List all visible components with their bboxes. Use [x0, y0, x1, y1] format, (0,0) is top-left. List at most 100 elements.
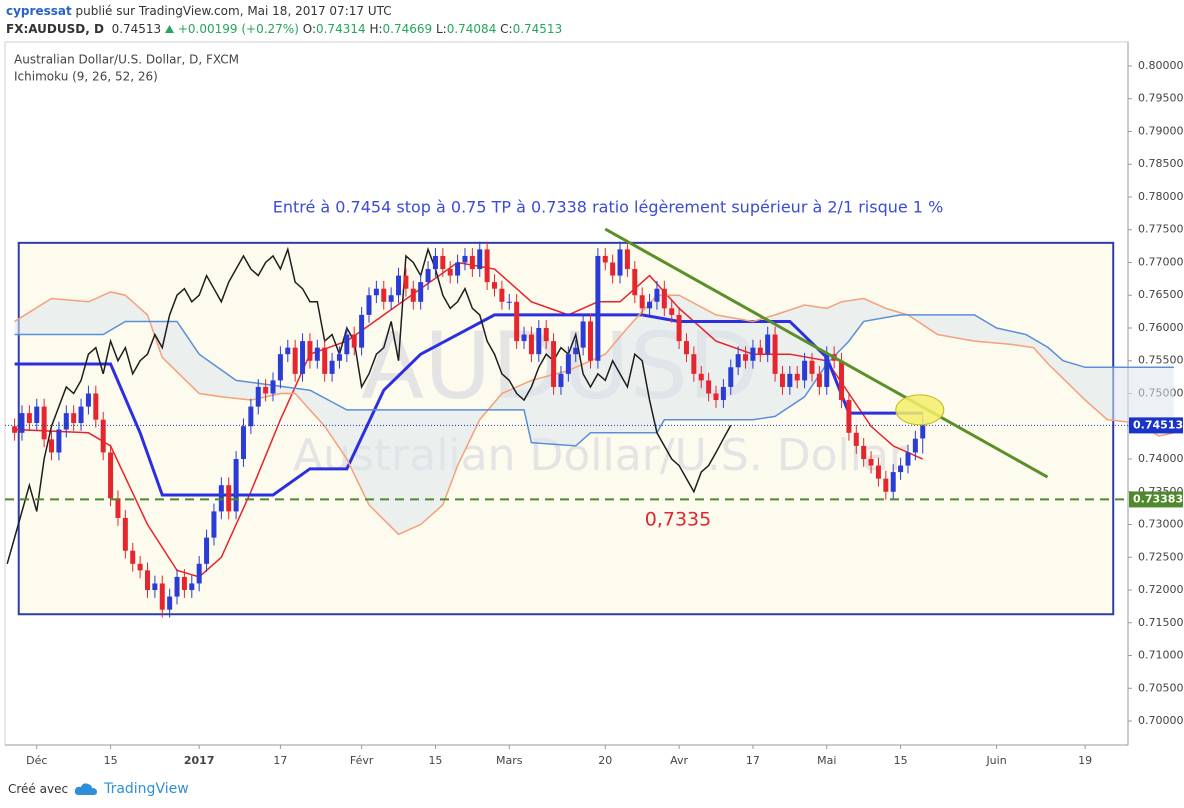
made-with: Créé avec — [8, 782, 69, 796]
indicator-line — [14, 261, 924, 578]
candle-body — [757, 347, 763, 355]
candle-body — [137, 563, 143, 571]
candle-body — [816, 373, 822, 387]
x-tick-label: 15 — [428, 754, 442, 767]
ohlc-value: 0.74314 — [315, 22, 366, 36]
candle-body — [898, 465, 904, 473]
candle-body — [617, 249, 623, 276]
candle-body — [528, 334, 534, 355]
candle-body — [85, 393, 91, 407]
candle-body — [56, 429, 62, 453]
y-tick-label: 0.77500 — [1138, 223, 1184, 236]
candle-body — [706, 380, 712, 394]
candle-body — [536, 327, 542, 355]
highlight — [895, 394, 945, 426]
candle-body — [484, 249, 490, 283]
candle-body — [610, 262, 616, 276]
candle-body — [647, 301, 653, 309]
y-tick-label: 0.73000 — [1138, 518, 1184, 531]
candle-body — [366, 295, 372, 315]
candle-body — [779, 373, 785, 387]
y-tick-label: 0.79500 — [1138, 92, 1184, 105]
candle-body — [19, 413, 25, 433]
author[interactable]: cypressat — [6, 4, 72, 18]
chart-title: Australian Dollar/U.S. Dollar, D, FXCM — [14, 53, 239, 67]
y-tick-label: 0.70000 — [1138, 714, 1184, 727]
up-arrow — [165, 25, 175, 33]
candle-body — [115, 498, 121, 518]
last: 0.74513 — [111, 22, 162, 36]
y-tick-label: 0.74000 — [1138, 452, 1184, 465]
candle-body — [853, 432, 859, 446]
x-tick-label: 19 — [1078, 754, 1092, 767]
candle-body — [100, 419, 106, 453]
candle-body — [359, 314, 365, 348]
candle-body — [514, 301, 520, 342]
x-tick-label: Déc — [26, 754, 47, 767]
candle-body — [373, 288, 379, 296]
candle-body — [307, 341, 313, 361]
candle-body — [78, 406, 84, 423]
y-tick-label: 0.72500 — [1138, 550, 1184, 563]
x-tick-label: 17 — [273, 754, 287, 767]
ohlc-value: 0.74513 — [512, 22, 563, 36]
candle-body — [233, 459, 239, 512]
candle-body — [336, 354, 342, 361]
candle-body — [440, 255, 446, 270]
candle-body — [824, 354, 830, 387]
candle-body — [661, 288, 667, 309]
candle-body — [167, 596, 173, 610]
candle-body — [181, 576, 187, 591]
candle-body — [49, 439, 55, 453]
header: cypressat publié sur TradingView.com, Ma… — [6, 2, 562, 38]
candle-body — [639, 295, 645, 309]
candle-body — [381, 288, 387, 302]
candle-body — [861, 445, 867, 460]
x-tick-label: 2017 — [184, 754, 215, 767]
y-tick-label: 0.71500 — [1138, 616, 1184, 629]
candle-body — [26, 413, 32, 423]
candle-body — [565, 354, 571, 374]
candle-body — [455, 262, 461, 276]
y-tick-label: 0.70500 — [1138, 681, 1184, 694]
candle-body — [912, 438, 918, 453]
candle-body — [632, 269, 638, 296]
candle-body — [130, 550, 136, 564]
candle-body — [329, 360, 335, 374]
ohlc-label: O: — [302, 22, 316, 36]
candle-body — [277, 354, 283, 381]
candle-body — [71, 413, 77, 423]
price-tag-label: 0.73383 — [1133, 492, 1183, 505]
quote-line: FX:AUDUSD, D 0.74513 +0.00199 (+0.27%) O… — [6, 20, 562, 38]
candle-body — [12, 426, 18, 433]
candle-body — [144, 570, 150, 591]
candle-body — [573, 347, 579, 355]
candle-body — [63, 413, 69, 430]
candle-body — [322, 347, 328, 374]
candle-body — [883, 478, 889, 492]
candle-body — [189, 583, 195, 591]
candle-body — [285, 347, 291, 355]
y-tick-label: 0.78500 — [1138, 157, 1184, 170]
candle-body — [344, 334, 350, 355]
price-tag — [1129, 417, 1183, 434]
logo[interactable] — [74, 782, 98, 796]
candle-body — [713, 393, 719, 401]
candle-body — [403, 275, 409, 289]
candle-body — [846, 400, 852, 433]
candle-body — [300, 341, 306, 374]
brand[interactable]: TradingView — [104, 781, 189, 797]
candle-body — [174, 576, 180, 597]
y-tick-label: 0.75500 — [1138, 354, 1184, 367]
y-tick-label: 0.80000 — [1138, 59, 1184, 72]
candle-body — [772, 334, 778, 374]
candle-body — [587, 321, 593, 361]
candle-body — [204, 537, 210, 564]
candle-body — [890, 472, 896, 492]
candle-body — [255, 386, 261, 407]
candle-body — [868, 459, 874, 466]
candle-body — [240, 426, 246, 460]
ichimoku-cloud — [14, 291, 1174, 535]
